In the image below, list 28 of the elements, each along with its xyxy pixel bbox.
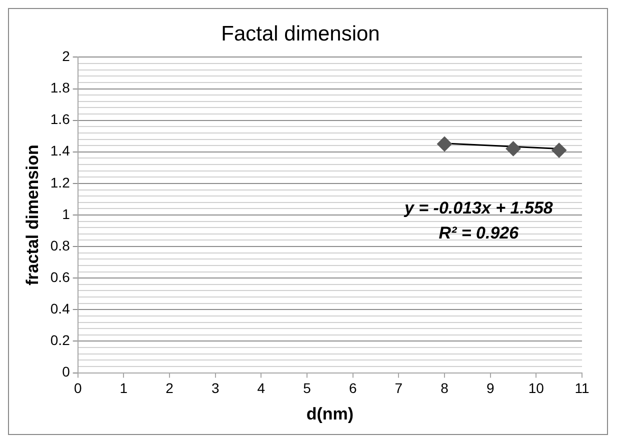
y-tick-label: 1.8 [50, 80, 70, 96]
y-tick-label: 0.8 [50, 237, 70, 254]
x-tick-label: 10 [528, 380, 544, 396]
y-tick-label: 0.4 [50, 300, 70, 317]
x-tick-label: 9 [486, 380, 494, 396]
y-tick-label: 1.2 [50, 174, 70, 190]
y-tick-label: 0.2 [50, 332, 70, 348]
x-tick-label: 11 [574, 380, 590, 396]
chart-title: Factal dimension [221, 22, 380, 46]
y-tick-label: 1.4 [50, 142, 70, 159]
x-tick-label: 4 [257, 380, 266, 396]
x-axis-title: d(nm) [306, 404, 354, 424]
y-tick-label: 1 [62, 206, 70, 222]
x-tick-label: 2 [166, 380, 174, 396]
x-tick-label: 6 [348, 380, 357, 396]
x-tick-label: 0 [74, 380, 82, 396]
x-tick-label: 5 [303, 380, 312, 396]
y-tick-label: 0 [62, 364, 70, 380]
x-tick-label: 7 [394, 380, 403, 396]
y-axis-title: fractal dimension [22, 144, 42, 286]
annotation: y = -0.013x + 1.558 [403, 198, 554, 218]
x-tick-label: 3 [211, 380, 220, 396]
x-tick-label: 8 [440, 380, 449, 396]
y-tick-label: 0.6 [50, 268, 70, 285]
y-tick-label: 2 [62, 48, 70, 64]
annotation: R² = 0.926 [438, 223, 520, 242]
y-tick-label: 1.6 [50, 111, 70, 128]
x-tick-label: 1 [120, 380, 128, 396]
